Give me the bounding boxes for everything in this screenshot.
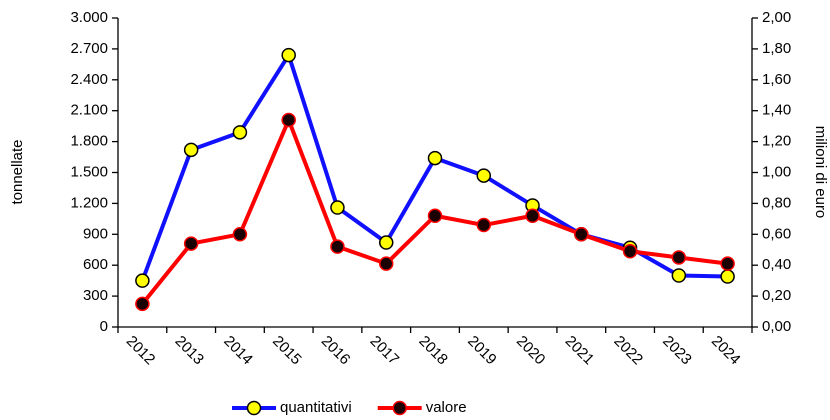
- y2-tick-label: 1,80: [762, 40, 791, 57]
- marker: [183, 142, 199, 158]
- x-tick-label: 2023: [659, 333, 695, 369]
- legend-marker: [246, 400, 262, 416]
- y2-tick-label: 0,80: [762, 194, 791, 211]
- y2-tick-label: 1,40: [762, 102, 791, 119]
- marker: [720, 256, 735, 271]
- y-tick-label: 300: [83, 287, 108, 304]
- y2-tick-label: 0,40: [762, 256, 791, 273]
- marker: [281, 112, 296, 128]
- x-tick-label: 2016: [318, 333, 354, 369]
- marker: [622, 244, 638, 259]
- x-tick-label: 2012: [123, 333, 159, 369]
- x-tick-label: 2013: [172, 333, 208, 369]
- y2-tick-label: 2,00: [762, 9, 791, 26]
- x-tick-label: 2020: [513, 333, 549, 369]
- marker: [476, 217, 492, 233]
- x-tick-label: 2019: [464, 333, 500, 369]
- y-tick-label: 1.800: [70, 133, 108, 150]
- marker: [427, 150, 443, 166]
- y-tick-label: 900: [83, 225, 108, 242]
- marker: [232, 125, 248, 140]
- x-tick-label: 2017: [367, 333, 403, 369]
- marker: [232, 227, 248, 242]
- y2-tick-label: 0,00: [762, 318, 791, 335]
- y2-tick-label: 0,20: [762, 287, 791, 304]
- marker: [183, 236, 199, 251]
- marker: [671, 250, 687, 265]
- x-tick-label: 2015: [269, 333, 305, 369]
- series-line: [140, 53, 728, 282]
- y-tick-label: 1.200: [70, 194, 108, 211]
- legend-label: valore: [426, 399, 467, 416]
- marker: [281, 47, 296, 63]
- legend-label: quantitativi: [280, 399, 352, 416]
- x-tick-label: 2022: [610, 333, 646, 369]
- y-tick-label: 1.500: [70, 163, 108, 180]
- y-axis-title: tonnellate: [9, 139, 26, 204]
- marker: [671, 268, 687, 283]
- y2-tick-label: 0,60: [762, 225, 791, 242]
- marker: [330, 239, 345, 254]
- y-tick-label: 600: [83, 256, 108, 273]
- marker: [574, 227, 589, 242]
- marker: [720, 269, 735, 284]
- marker: [378, 235, 394, 250]
- x-tick-label: 2024: [708, 333, 744, 369]
- x-tick-label: 2014: [220, 333, 256, 369]
- y-tick-label: 2.400: [70, 71, 108, 88]
- marker: [135, 296, 150, 312]
- y2-tick-label: 1,60: [762, 71, 791, 88]
- y2-tick-label: 1,00: [762, 163, 791, 180]
- x-tick-label: 2018: [415, 333, 451, 369]
- y-tick-label: 0: [100, 318, 108, 335]
- marker: [476, 168, 492, 183]
- marker: [135, 273, 150, 288]
- marker: [378, 256, 394, 271]
- y2-tick-label: 1,20: [762, 133, 791, 150]
- marker: [330, 200, 345, 215]
- x-tick-label: 2021: [562, 333, 598, 369]
- y-tick-label: 2.700: [70, 40, 108, 57]
- marker: [427, 208, 443, 224]
- y-tick-label: 3.000: [70, 9, 108, 26]
- legend-marker: [392, 400, 407, 416]
- y2-axis-title: milioni di euro: [812, 126, 829, 219]
- marker: [525, 208, 540, 224]
- y-tick-label: 2.100: [70, 102, 108, 119]
